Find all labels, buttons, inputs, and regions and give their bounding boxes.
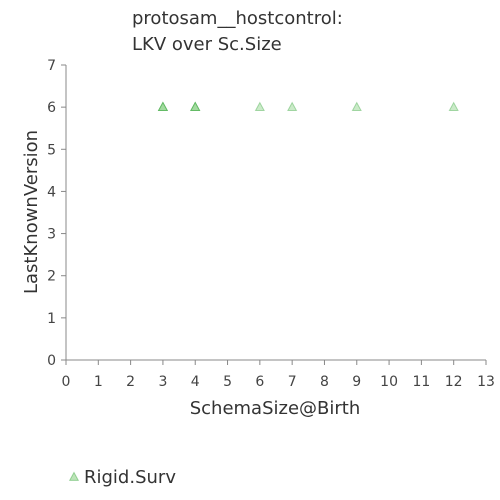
x-tick-label: 6 <box>255 374 264 390</box>
y-tick-label: 4 <box>47 184 56 200</box>
y-axis-ticks: 0 1 2 3 4 5 6 7 <box>47 58 66 369</box>
legend: Rigid.Surv <box>68 467 176 488</box>
y-tick-label: 0 <box>47 353 56 369</box>
y-tick-label: 1 <box>47 311 56 327</box>
axes <box>65 65 486 361</box>
x-tick-label: 2 <box>126 374 135 390</box>
y-tick-label: 2 <box>47 269 56 285</box>
x-tick-label: 13 <box>477 374 495 390</box>
x-tick-label: 11 <box>412 374 430 390</box>
x-tick-label: 5 <box>223 374 232 390</box>
y-tick-label: 3 <box>47 227 56 243</box>
x-tick-label: 1 <box>94 374 103 390</box>
x-tick-label: 3 <box>158 374 167 390</box>
data-points <box>157 101 459 112</box>
x-tick-label: 8 <box>320 374 329 390</box>
y-tick-label: 5 <box>47 142 56 158</box>
y-tick-label: 7 <box>47 58 56 74</box>
data-point <box>287 101 298 112</box>
x-tick-label: 9 <box>352 374 361 390</box>
data-point <box>190 101 201 112</box>
x-axis-ticks: 0 1 2 3 4 5 6 7 8 9 10 11 12 13 <box>62 360 495 390</box>
data-point <box>448 101 459 112</box>
x-tick-label: 0 <box>62 374 71 390</box>
data-point <box>157 101 169 112</box>
x-tick-label: 7 <box>288 374 297 390</box>
x-tick-label: 10 <box>380 374 398 390</box>
data-point <box>254 101 265 112</box>
chart-title-line-2: LKV over Sc.Size <box>132 34 282 55</box>
legend-label: Rigid.Surv <box>84 467 176 488</box>
y-axis-title: LastKnownVersion <box>21 130 42 294</box>
x-tick-label: 12 <box>445 374 463 390</box>
legend-marker-triangle-icon <box>68 471 80 481</box>
x-axis-title: SchemaSize@Birth <box>190 398 361 419</box>
chart-title-line-1: protosam__hostcontrol: <box>132 8 343 29</box>
data-point <box>351 101 362 112</box>
x-tick-label: 4 <box>191 374 200 390</box>
y-tick-label: 6 <box>47 100 56 116</box>
